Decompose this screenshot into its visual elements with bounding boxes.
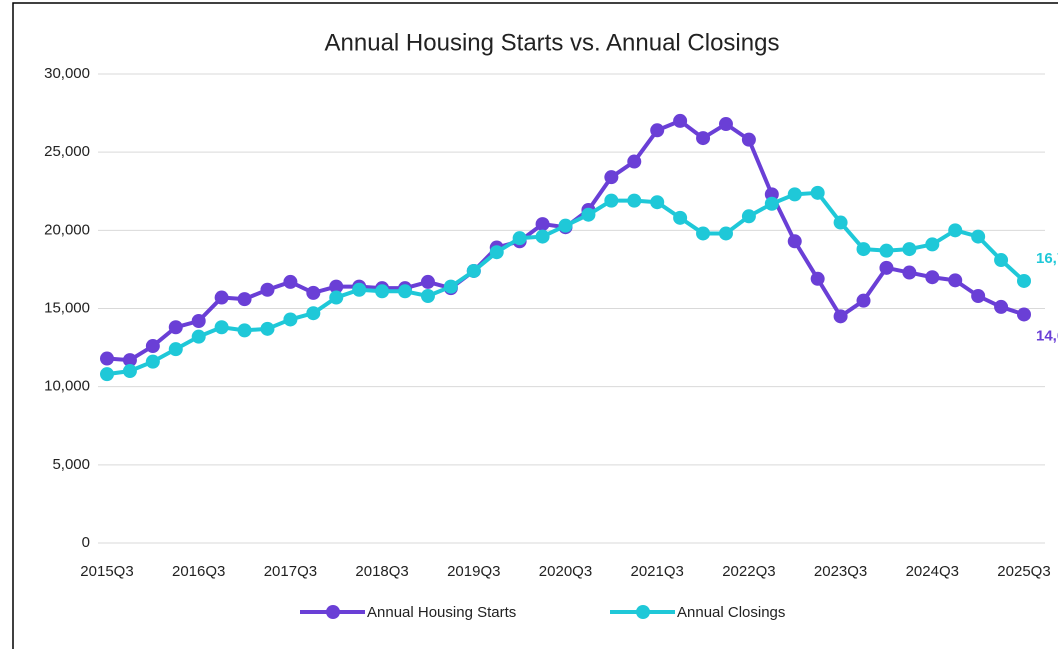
data-label: 16,760 <box>1036 250 1058 267</box>
data-point <box>398 284 413 299</box>
data-point <box>787 234 802 249</box>
data-point <box>122 353 137 368</box>
data-point <box>443 279 458 294</box>
x-tick-label: 2018Q3 <box>355 563 408 580</box>
legend-label: Annual Closings <box>677 604 785 621</box>
x-tick-label: 2015Q3 <box>80 563 133 580</box>
data-point <box>673 113 688 128</box>
data-point <box>764 196 779 211</box>
data-point <box>191 314 206 329</box>
y-tick-label: 25,000 <box>44 143 90 160</box>
x-tick-label: 2023Q3 <box>814 563 867 580</box>
data-point <box>650 123 665 138</box>
data-point <box>902 242 917 257</box>
data-point <box>581 207 596 222</box>
data-point <box>627 154 642 169</box>
data-point <box>810 271 825 286</box>
data-point <box>741 209 756 224</box>
legend-marker <box>636 605 650 619</box>
y-tick-label: 30,000 <box>44 65 90 82</box>
data-point <box>260 321 275 336</box>
data-point <box>718 117 733 132</box>
data-point <box>214 320 229 335</box>
x-tick-label: 2019Q3 <box>447 563 500 580</box>
data-point <box>375 284 390 299</box>
x-tick-label: 2025Q3 <box>997 563 1050 580</box>
data-point <box>237 323 252 338</box>
data-point <box>810 185 825 200</box>
data-point <box>925 237 940 252</box>
x-tick-label: 2017Q3 <box>264 563 317 580</box>
data-point <box>512 231 527 246</box>
data-point <box>122 364 137 379</box>
data-point <box>237 292 252 307</box>
data-point <box>971 229 986 244</box>
data-point <box>489 245 504 260</box>
data-point <box>604 170 619 185</box>
data-point <box>260 282 275 297</box>
y-tick-label: 20,000 <box>44 221 90 238</box>
x-tick-label: 2021Q3 <box>631 563 684 580</box>
legend-label: Annual Housing Starts <box>367 604 516 621</box>
data-point <box>696 226 711 241</box>
data-point <box>283 274 298 289</box>
data-point <box>535 229 550 244</box>
data-point <box>145 339 160 354</box>
y-tick-label: 5,000 <box>52 456 90 473</box>
data-point <box>420 274 435 289</box>
data-point <box>696 131 711 146</box>
data-point <box>994 253 1009 268</box>
data-point <box>971 288 986 303</box>
data-point <box>100 351 114 366</box>
data-point <box>214 290 229 305</box>
data-point <box>283 312 298 327</box>
data-point <box>902 265 917 280</box>
data-point <box>948 273 963 288</box>
data-point <box>627 193 642 208</box>
data-point <box>535 217 550 232</box>
data-point <box>420 288 435 303</box>
data-point <box>168 342 183 357</box>
data-point <box>329 279 344 294</box>
data-point <box>856 242 871 257</box>
data-point <box>306 285 321 300</box>
data-point <box>787 187 802 202</box>
data-point <box>306 306 321 321</box>
data-point <box>168 320 183 335</box>
data-point <box>925 270 940 285</box>
data-point <box>833 215 848 230</box>
data-point <box>948 223 963 238</box>
data-point <box>558 218 573 233</box>
data-point <box>466 263 481 278</box>
y-tick-label: 15,000 <box>44 299 90 316</box>
data-point <box>1017 273 1031 288</box>
x-tick-label: 2020Q3 <box>539 563 592 580</box>
data-point <box>741 132 756 147</box>
y-tick-label: 0 <box>82 534 90 551</box>
x-tick-label: 2016Q3 <box>172 563 225 580</box>
data-point <box>650 195 665 210</box>
data-point <box>100 367 114 382</box>
x-tick-label: 2024Q3 <box>906 563 959 580</box>
data-point <box>994 299 1009 314</box>
data-point <box>879 243 894 258</box>
data-point <box>833 309 848 324</box>
x-tick-label: 2022Q3 <box>722 563 775 580</box>
data-point <box>879 260 894 275</box>
data-point <box>718 226 733 241</box>
data-point <box>329 290 344 305</box>
data-point <box>352 282 367 297</box>
legend-marker <box>326 605 340 619</box>
data-point <box>856 293 871 308</box>
data-label: 14,620 <box>1036 327 1058 344</box>
chart-title: Annual Housing Starts vs. Annual Closing… <box>325 29 780 56</box>
y-tick-label: 10,000 <box>44 378 90 395</box>
data-point <box>145 354 160 369</box>
data-point <box>1017 307 1031 322</box>
data-point <box>673 210 688 225</box>
data-point <box>604 193 619 208</box>
data-point <box>191 329 206 344</box>
